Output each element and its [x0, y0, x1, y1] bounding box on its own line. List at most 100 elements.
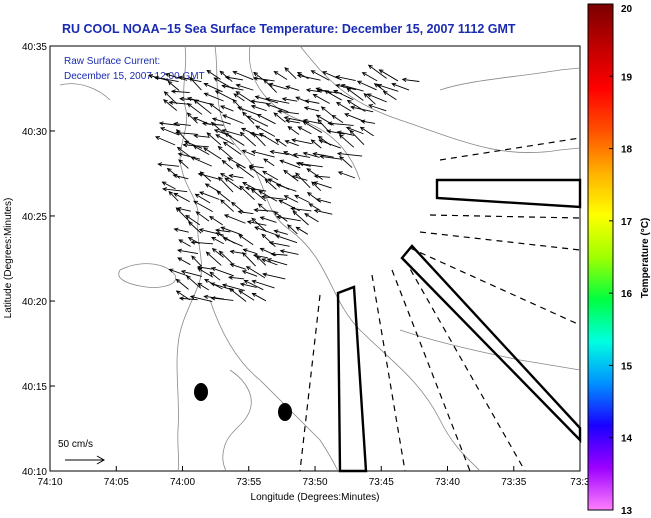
current-vector	[174, 228, 189, 233]
current-vector-head	[237, 209, 243, 215]
current-vector	[252, 280, 275, 289]
current-vector	[244, 280, 264, 291]
current-vector	[274, 211, 288, 222]
current-vector-head	[251, 292, 257, 297]
current-vector	[163, 99, 178, 111]
current-vector-head	[206, 132, 212, 137]
current-vector	[194, 99, 212, 115]
y-tick-label: 40:10	[22, 467, 47, 478]
current-vector	[275, 235, 298, 244]
current-vector-head	[324, 90, 329, 95]
colorbar-tick-label: 16	[621, 289, 633, 300]
current-vector-head	[173, 192, 179, 197]
colorbar-ticks: 13 14 15 16 17 18 19 20	[609, 3, 633, 517]
current-vector	[200, 171, 212, 182]
current-vector-head	[197, 282, 203, 287]
current-vector	[215, 90, 234, 101]
current-vector	[225, 76, 244, 81]
current-vector-head	[176, 146, 182, 152]
current-vector	[237, 106, 258, 115]
current-vector	[362, 72, 378, 82]
current-vector-head	[252, 76, 258, 81]
current-vector-head	[175, 290, 181, 295]
current-vector	[402, 78, 420, 82]
current-vector-head	[198, 228, 204, 233]
current-vector-head	[220, 105, 225, 110]
current-vector	[219, 250, 235, 266]
current-vector	[242, 270, 258, 277]
current-vector	[292, 139, 312, 145]
current-vector-head	[368, 104, 374, 109]
current-vector	[191, 156, 212, 167]
colorbar-tick-label: 20	[621, 4, 633, 15]
current-vector	[154, 76, 179, 83]
current-vector	[160, 127, 180, 136]
current-vector-head	[179, 96, 185, 102]
current-vector-head	[191, 255, 196, 261]
current-vector-head	[189, 295, 195, 300]
current-vector	[167, 168, 181, 179]
current-vector	[206, 251, 222, 266]
current-vector	[238, 290, 255, 301]
current-vector-head	[302, 151, 308, 156]
current-vector	[176, 207, 191, 223]
current-vector-head	[250, 104, 256, 109]
chart-title: RU COOL NOAA−15 Sea Surface Temperature:…	[62, 22, 516, 36]
current-vector	[283, 151, 299, 159]
current-vector-head	[295, 161, 301, 166]
x-tick-label: 73:40	[435, 477, 460, 488]
current-vector-head	[221, 128, 227, 134]
current-vector-head	[211, 248, 217, 253]
current-vector-head	[222, 237, 228, 242]
current-vector-head	[287, 224, 292, 229]
current-vector	[262, 170, 279, 181]
current-vector-head	[262, 170, 267, 175]
current-vector-head	[235, 164, 241, 169]
current-vector	[223, 141, 242, 155]
current-vector	[222, 284, 245, 292]
current-vector	[333, 90, 354, 101]
current-vector	[178, 239, 191, 247]
current-vector-head	[163, 99, 168, 104]
x-tick-label: 73:50	[303, 477, 328, 488]
current-vector	[177, 257, 191, 266]
current-vector	[240, 283, 257, 288]
current-vector-head	[237, 106, 243, 111]
current-vector	[377, 84, 399, 92]
current-vector	[304, 213, 319, 223]
current-vector	[158, 163, 180, 167]
current-vector	[239, 185, 255, 200]
current-vector	[190, 295, 213, 302]
x-tick-label: 74:05	[104, 477, 129, 488]
current-vector	[261, 258, 278, 266]
current-vector-head	[204, 183, 210, 188]
current-vector	[274, 71, 288, 80]
current-vector	[277, 216, 301, 222]
current-vector	[236, 91, 255, 105]
current-vector	[284, 195, 299, 203]
current-vector-head	[239, 131, 245, 137]
current-vector	[252, 293, 267, 302]
current-vector-head	[250, 99, 256, 104]
current-vector-head	[278, 199, 284, 204]
current-vector	[254, 226, 278, 236]
current-vector	[215, 229, 231, 233]
current-vector	[314, 209, 333, 215]
current-vector	[292, 175, 308, 181]
current-vector	[177, 147, 190, 157]
current-vector	[293, 153, 311, 158]
current-vector	[209, 216, 223, 226]
current-vector	[224, 214, 246, 224]
current-vector-head	[336, 151, 342, 156]
current-vector	[249, 165, 264, 169]
current-vector-head	[327, 121, 333, 126]
current-vector-head	[258, 190, 264, 195]
y-tick-label: 40:35	[22, 42, 47, 53]
current-vector	[197, 282, 210, 291]
current-vector-head	[210, 267, 216, 272]
current-vector-head	[259, 247, 265, 252]
current-vector	[269, 83, 288, 90]
buoy-markers	[194, 383, 292, 421]
current-vector-head	[221, 159, 227, 165]
y-tick-label: 40:30	[22, 127, 47, 138]
